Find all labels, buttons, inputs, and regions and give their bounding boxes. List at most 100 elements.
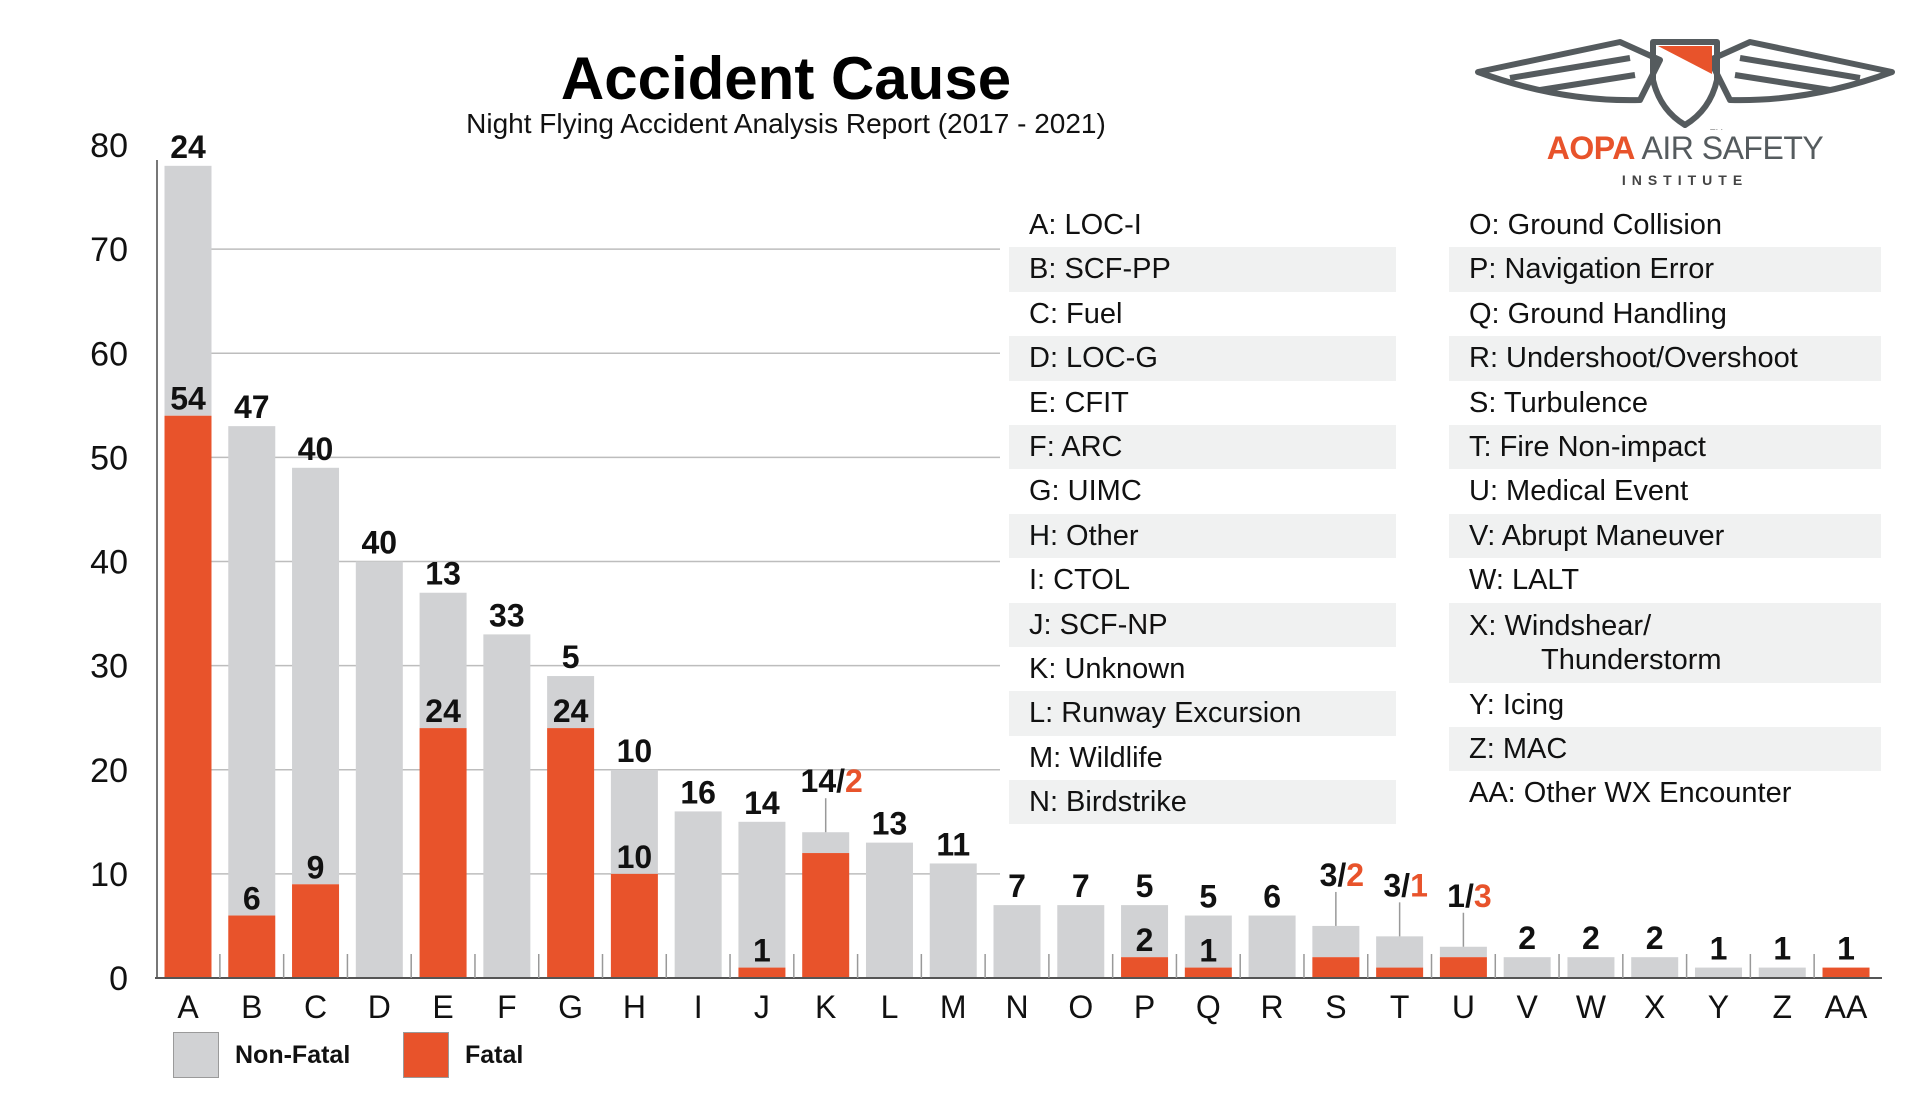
data-label-top-E: 13 bbox=[425, 556, 461, 592]
bar-non-fatal-V bbox=[1503, 957, 1551, 978]
bar-fatal-A bbox=[164, 415, 212, 979]
data-label-fatal-B: 6 bbox=[243, 881, 261, 917]
label-non-fatal-part: 1 bbox=[1447, 878, 1465, 914]
data-label-fatal-J: 1 bbox=[753, 933, 771, 969]
bar-non-fatal-D bbox=[355, 561, 403, 978]
legend-item: K: Unknown bbox=[1029, 652, 1186, 685]
bar-non-fatal-T bbox=[1376, 936, 1424, 968]
y-tick-label: 40 bbox=[90, 544, 128, 582]
y-tick-label: 20 bbox=[90, 752, 128, 790]
data-label-top-P: 5 bbox=[1136, 868, 1154, 904]
bar-non-fatal-C bbox=[292, 467, 340, 885]
label-non-fatal-part: 3 bbox=[1383, 867, 1401, 903]
y-tick-label: 0 bbox=[109, 960, 128, 998]
bar-non-fatal-E bbox=[419, 592, 467, 729]
x-tick-label: G bbox=[558, 989, 583, 1025]
x-tick-label: S bbox=[1325, 989, 1346, 1025]
bar-fatal-J bbox=[738, 967, 786, 978]
x-tick-label: X bbox=[1644, 989, 1665, 1025]
x-tick-label: Y bbox=[1708, 989, 1729, 1025]
logo-name: AIR SAFETY bbox=[1641, 130, 1824, 166]
legend-fatal: Fatal bbox=[403, 1032, 523, 1078]
data-label-top-N: 7 bbox=[1008, 868, 1026, 904]
data-label-top-O: 7 bbox=[1072, 868, 1090, 904]
y-tick-label: 60 bbox=[90, 335, 128, 373]
x-tick-label: U bbox=[1452, 989, 1475, 1025]
x-tick-label: W bbox=[1576, 989, 1607, 1025]
x-tick-label: D bbox=[368, 989, 391, 1025]
fatal-swatch bbox=[403, 1032, 449, 1078]
label-separator: / bbox=[1401, 867, 1410, 903]
x-tick-label: N bbox=[1005, 989, 1028, 1025]
logo-brand: AOPA bbox=[1546, 130, 1636, 166]
label-separator: / bbox=[1465, 878, 1474, 914]
bar-non-fatal-L bbox=[865, 842, 913, 978]
data-label-fatal-P: 2 bbox=[1136, 922, 1154, 958]
label-separator: / bbox=[1337, 857, 1346, 893]
bar-non-fatal-J bbox=[738, 821, 786, 968]
x-tick-label: Z bbox=[1772, 989, 1792, 1025]
bar-non-fatal-N bbox=[993, 905, 1041, 978]
data-label-top-G: 5 bbox=[562, 639, 580, 675]
legend-item: D: LOC-G bbox=[1009, 336, 1396, 381]
bar-fatal-AA bbox=[1822, 967, 1870, 978]
bar-non-fatal-K bbox=[802, 832, 850, 854]
axes: 0 10 20 30 40 50 60 70 80 A B C D E F G H I J K L M N O P Q R S T U V W… bbox=[90, 127, 1882, 1025]
label-separator: / bbox=[836, 763, 845, 799]
data-label-top-L: 13 bbox=[872, 806, 908, 842]
legend-item: Z: MAC bbox=[1449, 726, 1881, 772]
x-tick-label: E bbox=[432, 989, 453, 1025]
data-label-top-M: 11 bbox=[936, 826, 970, 862]
legend-item: M: Wildlife bbox=[1029, 741, 1163, 774]
bar-non-fatal-F bbox=[483, 634, 531, 978]
bar-fatal-T bbox=[1376, 967, 1424, 978]
legend-item: S: Turbulence bbox=[1469, 386, 1648, 419]
legend-item: U: Medical Event bbox=[1469, 475, 1689, 508]
legend-item: G: UIMC bbox=[1029, 475, 1142, 508]
data-label-top-Q: 5 bbox=[1199, 879, 1217, 915]
x-tick-label: C bbox=[304, 989, 327, 1025]
data-label-top-D: 40 bbox=[362, 525, 398, 561]
legend-item: B: SCF-PP bbox=[1009, 247, 1396, 292]
bar-non-fatal-P bbox=[1121, 905, 1169, 958]
y-tick-label: 10 bbox=[90, 856, 128, 894]
x-tick-label: A bbox=[177, 989, 199, 1025]
bar-fatal-C bbox=[292, 884, 340, 978]
bar-non-fatal-Z bbox=[1758, 967, 1806, 978]
legend-item: I: CTOL bbox=[1029, 564, 1130, 597]
data-label-U: 1/3 bbox=[1447, 878, 1491, 914]
label-non-fatal-part: 3 bbox=[1320, 857, 1338, 893]
logo-subtitle: INSTITUTE bbox=[1621, 172, 1749, 188]
chart-subtitle: Night Flying Accident Analysis Report (2… bbox=[466, 108, 1106, 139]
legend-item: W: LALT bbox=[1469, 564, 1580, 597]
data-label-top-R: 6 bbox=[1263, 879, 1281, 915]
bar-non-fatal-A bbox=[164, 165, 212, 416]
wings-shield-icon: TM bbox=[1475, 39, 1895, 138]
x-tick-label: P bbox=[1134, 989, 1155, 1025]
data-label-T: 3/1 bbox=[1383, 867, 1427, 903]
bar-non-fatal-G bbox=[547, 676, 595, 729]
bars bbox=[164, 165, 1870, 979]
legend-item-line: Thunderstorm bbox=[1541, 643, 1722, 676]
bar-non-fatal-B bbox=[228, 426, 276, 916]
x-tick-label: L bbox=[881, 989, 899, 1025]
data-label-top-Z: 1 bbox=[1773, 931, 1791, 967]
fatal-label: Fatal bbox=[465, 1040, 524, 1069]
data-label-top-J: 14 bbox=[744, 785, 780, 821]
y-tick-label: 80 bbox=[90, 127, 128, 165]
data-label-top-C: 40 bbox=[298, 431, 334, 467]
x-tick-label: F bbox=[497, 989, 517, 1025]
label-fatal-part: 1 bbox=[1410, 867, 1428, 903]
bar-non-fatal-R bbox=[1248, 915, 1296, 978]
bar-non-fatal-H bbox=[610, 769, 658, 874]
x-tick-label: T bbox=[1390, 989, 1410, 1025]
bar-fatal-S bbox=[1312, 957, 1360, 978]
bar-non-fatal-M bbox=[929, 863, 977, 978]
bar-fatal-H bbox=[610, 873, 658, 978]
data-label-top-V: 2 bbox=[1518, 920, 1536, 956]
y-tick-label: 30 bbox=[90, 648, 128, 686]
label-fatal-part: 2 bbox=[845, 763, 863, 799]
bar-fatal-Q bbox=[1184, 967, 1232, 978]
